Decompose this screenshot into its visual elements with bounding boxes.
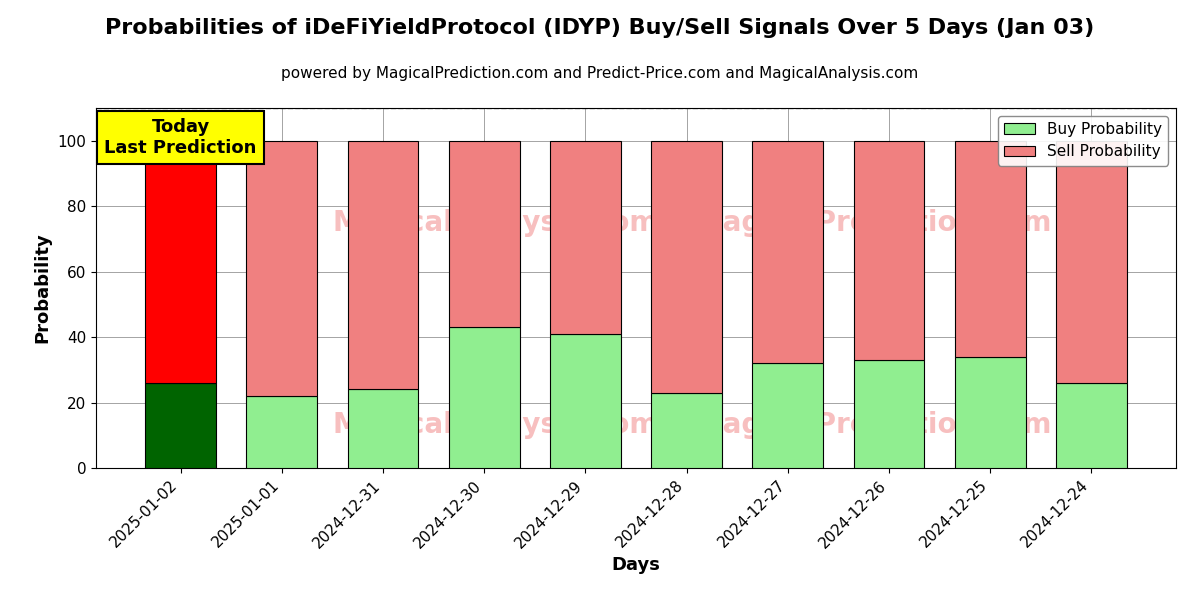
X-axis label: Days: Days: [612, 556, 660, 574]
Bar: [1056, 383, 1127, 468]
Y-axis label: Probability: Probability: [34, 233, 52, 343]
Bar: [449, 141, 520, 327]
Text: powered by MagicalPrediction.com and Predict-Price.com and MagicalAnalysis.com: powered by MagicalPrediction.com and Pre…: [281, 66, 919, 81]
Legend: Buy Probability, Sell Probability: Buy Probability, Sell Probability: [998, 116, 1169, 166]
Bar: [955, 141, 1026, 357]
Text: Today
Last Prediction: Today Last Prediction: [104, 118, 257, 157]
Bar: [752, 141, 823, 363]
Bar: [246, 396, 317, 468]
Bar: [246, 141, 317, 396]
Bar: [853, 141, 924, 360]
Text: MagicalPrediction.com: MagicalPrediction.com: [695, 209, 1052, 237]
Bar: [955, 357, 1026, 468]
Text: MagicalAnalysis.com: MagicalAnalysis.com: [332, 209, 659, 237]
Bar: [449, 327, 520, 468]
Text: Probabilities of iDeFiYieldProtocol (IDYP) Buy/Sell Signals Over 5 Days (Jan 03): Probabilities of iDeFiYieldProtocol (IDY…: [106, 18, 1094, 38]
Bar: [348, 141, 419, 389]
Bar: [550, 141, 620, 334]
Bar: [145, 141, 216, 383]
Bar: [145, 383, 216, 468]
Bar: [550, 334, 620, 468]
Bar: [752, 363, 823, 468]
Text: MagicalPrediction.com: MagicalPrediction.com: [695, 411, 1052, 439]
Bar: [348, 389, 419, 468]
Text: MagicalAnalysis.com: MagicalAnalysis.com: [332, 411, 659, 439]
Bar: [1056, 141, 1127, 383]
Bar: [652, 141, 722, 393]
Bar: [652, 393, 722, 468]
Bar: [853, 360, 924, 468]
